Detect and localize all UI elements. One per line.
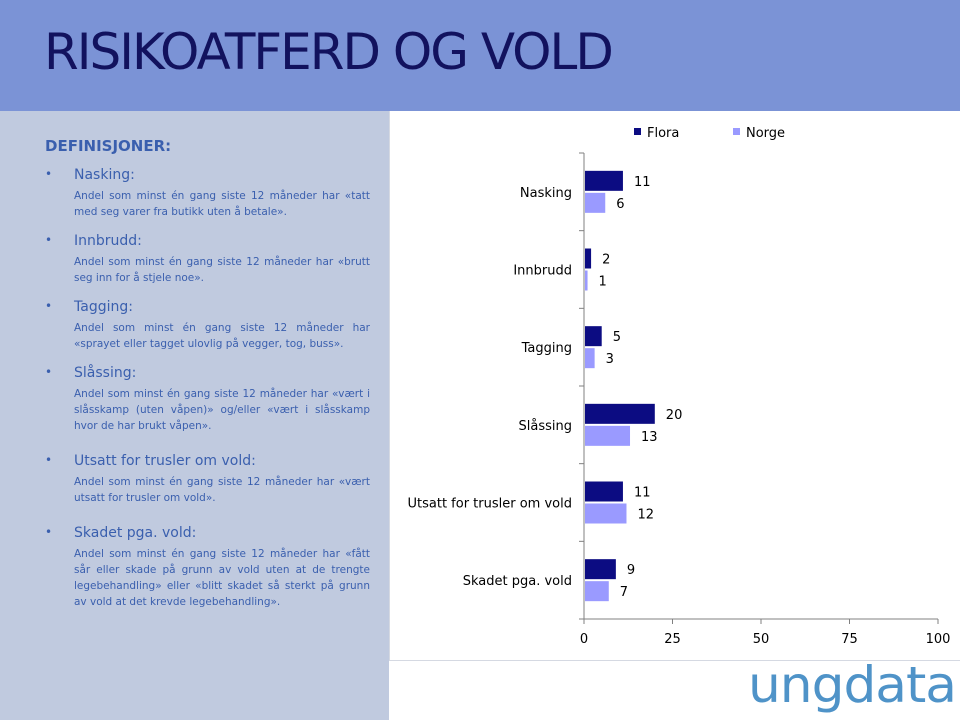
bar-chart: 0 25 50 75 100 Nasking 11 6 Innbrudd 2 1 Tagging 5 3 S… bbox=[408, 126, 951, 647]
data-label-flora: 11 bbox=[634, 175, 651, 190]
definition-description: Andel som minst én gang siste 12 måneder… bbox=[74, 476, 370, 504]
bar-flora bbox=[585, 559, 616, 580]
definition-item: • Nasking: Andel som minst én gang siste 1… bbox=[45, 165, 370, 220]
bullet-icon: • bbox=[45, 365, 53, 379]
definition-description: Andel som minst én gang siste 12 måneder… bbox=[74, 388, 370, 432]
bar-norge bbox=[585, 192, 606, 213]
definition-term: Innbrudd: bbox=[74, 233, 142, 249]
x-tick-label: 75 bbox=[841, 632, 858, 647]
data-label-norge: 3 bbox=[606, 352, 614, 367]
bar-norge bbox=[585, 348, 595, 369]
bar-flora bbox=[585, 326, 602, 347]
definition-term: Nasking: bbox=[74, 167, 135, 183]
definition-description: Andel som minst én gang siste 12 måneder… bbox=[74, 322, 370, 350]
bullet-icon: • bbox=[45, 233, 53, 247]
definition-item: • Innbrudd: Andel som minst én gang siste … bbox=[45, 231, 370, 286]
definition-description: Andel som minst én gang siste 12 måneder… bbox=[74, 256, 370, 284]
bar-flora bbox=[585, 248, 592, 269]
definition-term: Tagging: bbox=[74, 299, 133, 315]
category-label: Innbrudd bbox=[513, 264, 572, 279]
definition-term: Slåssing: bbox=[74, 365, 137, 381]
ungdata-logo: ungdata bbox=[748, 662, 957, 714]
data-label-norge: 6 bbox=[616, 197, 624, 212]
definition-term: Skadet pga. vold: bbox=[74, 525, 197, 541]
bar-flora bbox=[585, 481, 623, 502]
definition-item: • Skadet pga. vold: Andel som minst én gan… bbox=[45, 523, 370, 610]
bullet-icon: • bbox=[45, 525, 53, 539]
definitions-heading: DEFINISJONER: bbox=[45, 137, 172, 155]
data-label-norge: 7 bbox=[620, 585, 628, 600]
chart-area: 0 25 50 75 100 Nasking 11 6 Innbrudd 2 1 Tagging 5 3 S… bbox=[389, 111, 960, 661]
bar-flora bbox=[585, 403, 655, 424]
bar-norge bbox=[585, 270, 588, 291]
definition-description: Andel som minst én gang siste 12 måneder… bbox=[74, 190, 370, 218]
bullet-icon: • bbox=[45, 299, 53, 313]
definition-description: Andel som minst én gang siste 12 måneder… bbox=[74, 548, 370, 608]
data-label-flora: 5 bbox=[613, 330, 621, 345]
slide-title: RISIKOATFERD OG VOLD bbox=[44, 23, 614, 81]
definition-item: • Slåssing: Andel som minst én gang siste … bbox=[45, 363, 370, 434]
bar-flora bbox=[585, 170, 623, 191]
x-tick-label: 50 bbox=[753, 632, 770, 647]
definitions-panel bbox=[0, 111, 389, 720]
legend-swatch-flora bbox=[634, 128, 641, 135]
data-label-norge: 1 bbox=[599, 275, 607, 290]
bullet-icon: • bbox=[45, 453, 53, 467]
category-label: Nasking bbox=[520, 186, 572, 201]
bar-norge bbox=[585, 503, 627, 524]
bar-norge bbox=[585, 581, 609, 602]
legend-label-norge: Norge bbox=[746, 126, 785, 141]
legend-swatch-norge bbox=[733, 128, 740, 135]
header-band: RISIKOATFERD OG VOLD bbox=[0, 0, 960, 111]
data-label-norge: 12 bbox=[637, 508, 654, 523]
data-label-flora: 11 bbox=[634, 486, 651, 501]
definition-item: • Tagging: Andel som minst én gang siste 1… bbox=[45, 297, 370, 352]
data-label-flora: 9 bbox=[627, 563, 635, 578]
x-tick-label: 25 bbox=[664, 632, 681, 647]
data-label-flora: 20 bbox=[666, 408, 683, 423]
bar-norge bbox=[585, 425, 631, 446]
legend-label-flora: Flora bbox=[647, 126, 679, 141]
x-tick-label: 0 bbox=[580, 632, 588, 647]
logo-wordmark: ungdata bbox=[748, 662, 956, 714]
definitions-list: • Nasking: Andel som minst én gang siste 1… bbox=[45, 165, 370, 621]
data-label-norge: 13 bbox=[641, 430, 658, 445]
category-label: Slåssing bbox=[519, 419, 572, 434]
category-label: Skadet pga. vold bbox=[463, 574, 572, 589]
category-label: Utsatt for trusler om vold bbox=[408, 497, 573, 512]
definition-item: • Utsatt for trusler om vold: Andel som mi… bbox=[45, 451, 370, 506]
x-tick-label: 100 bbox=[926, 632, 951, 647]
bullet-icon: • bbox=[45, 167, 53, 181]
category-label: Tagging bbox=[521, 341, 572, 356]
data-label-flora: 2 bbox=[602, 253, 610, 268]
definition-term: Utsatt for trusler om vold: bbox=[74, 453, 256, 469]
